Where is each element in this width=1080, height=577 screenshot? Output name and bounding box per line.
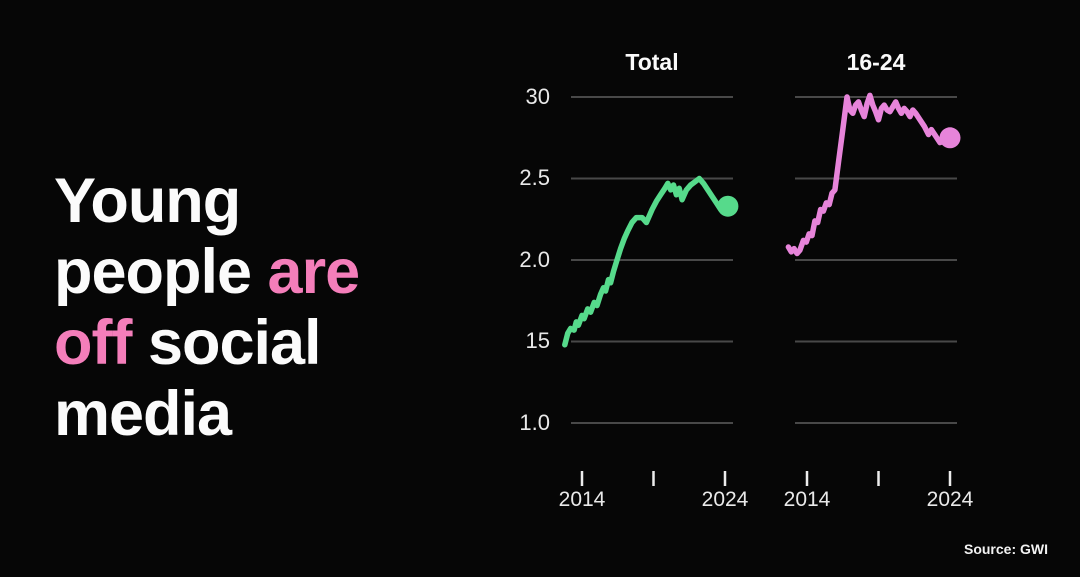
headline-line-1: Young (54, 166, 474, 237)
x-axis-label-total-2014: 2014 (558, 488, 606, 511)
y-axis-label-1-0: 1.0 (519, 410, 550, 435)
x-axis-label-16-24-2024: 2024 (926, 488, 974, 511)
x-axis-label-total-2024: 2024 (701, 488, 749, 511)
chart-title-16-24: 16-24 (846, 49, 906, 75)
headline-text-social: social (131, 308, 322, 378)
Total-end-dot (717, 195, 739, 217)
headline-line-4: media (54, 379, 474, 450)
y-axis-label-2-5: 2.5 (519, 165, 550, 190)
y-axis-label-2-0: 2.0 (519, 247, 550, 272)
headline-text-young: Young (54, 166, 241, 236)
headline-text-off: off (54, 308, 132, 378)
Total-line (562, 175, 731, 348)
headline-text-people: people (54, 237, 268, 307)
y-axis-label-3-0: 30 (525, 84, 550, 109)
16-24-line (785, 92, 953, 257)
y-axis-label-1-5: 15 (525, 328, 550, 353)
x-axis-label-16-24-2014: 2014 (783, 488, 831, 511)
16-24-end-dot (939, 127, 961, 149)
headline: Young people are off social media (54, 166, 474, 450)
headline-line-2: people are (54, 237, 474, 308)
headline-text-are: are (267, 237, 361, 307)
headline-line-3: off social (54, 308, 474, 379)
source-credit: Source: GWI (963, 541, 1048, 557)
headline-text-media: media (54, 379, 232, 449)
chart-title-total: Total (625, 49, 679, 75)
